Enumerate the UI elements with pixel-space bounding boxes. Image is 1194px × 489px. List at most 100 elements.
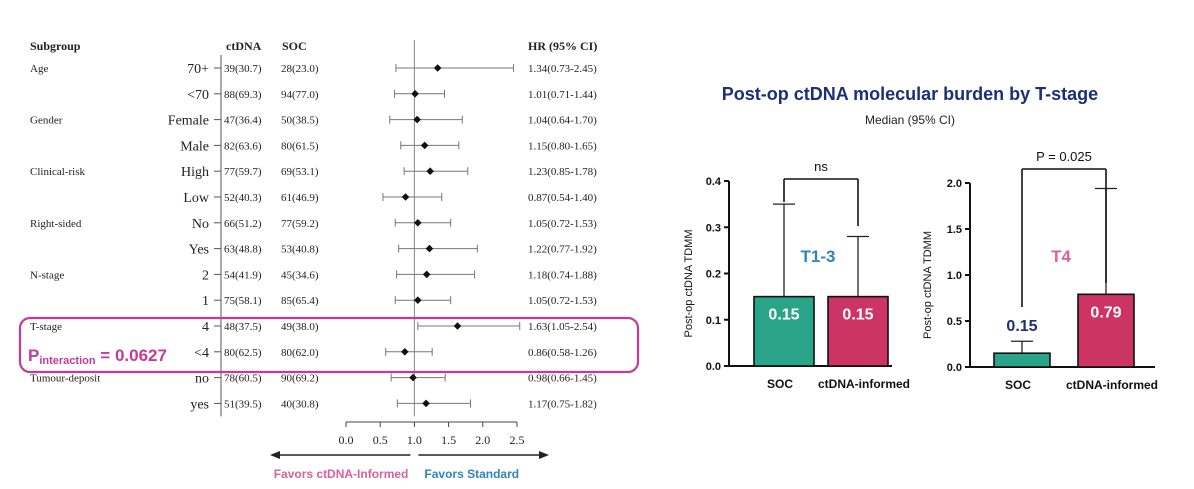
row-ctdna-value: 48(37.5) bbox=[224, 321, 262, 333]
forest-row: Age 70+ 39(30.7) 28(23.0) 1.34(0.73-2.45) bbox=[30, 62, 597, 77]
row-group-label: Age bbox=[30, 63, 48, 75]
y-tick-label: 0.2 bbox=[706, 269, 721, 281]
forest-row: Gender Female 47(36.4) 50(38.5) 1.04(0.64-1.… bbox=[30, 114, 597, 129]
hr-point bbox=[411, 90, 419, 98]
y-tick-label: 0.5 bbox=[947, 316, 962, 328]
forest-row: Right-sided No 66(51.2) 77(59.2) 1.05(0.72-1… bbox=[30, 217, 597, 232]
row-soc-value: 28(23.0) bbox=[281, 63, 319, 75]
row-level-label: Male bbox=[180, 139, 209, 154]
x-category-label: SOC bbox=[1005, 378, 1031, 392]
row-soc-value: 61(46.9) bbox=[281, 192, 319, 204]
bar-value-label: 0.15 bbox=[1006, 318, 1037, 335]
y-tick-label: 1.0 bbox=[947, 270, 962, 282]
y-tick-label: 1.5 bbox=[947, 224, 962, 236]
bar-value-label: 0.15 bbox=[842, 307, 873, 324]
x-tick-label: 2.5 bbox=[510, 433, 525, 447]
y-axis-label: Post-op ctDNA TDMM bbox=[683, 230, 695, 338]
p-subscript: interaction bbox=[39, 355, 96, 367]
forest-row: T-stage 4 48(37.5) 49(38.0) 1.63(1.05-2.54) bbox=[30, 320, 597, 335]
row-hr-text: 1.15(0.80-1.65) bbox=[528, 140, 597, 152]
row-soc-value: 49(38.0) bbox=[281, 321, 319, 333]
forest-row: 1 75(58.1) 85(65.4) 1.05(0.72-1.53) bbox=[202, 294, 597, 309]
header-ctdna: ctDNA bbox=[226, 39, 262, 53]
forest-row: N-stage 2 54(41.9) 45(34.6) 1.18(0.74-1.88) bbox=[30, 268, 597, 283]
y-axis-label: Post-op ctDNA TDMM bbox=[922, 231, 934, 339]
hr-point bbox=[426, 167, 434, 175]
y-tick-label: 0.3 bbox=[706, 222, 721, 234]
row-ctdna-value: 47(36.4) bbox=[224, 115, 262, 127]
bar-chart-t4: 0.0 0.5 1.0 1.5 2.0 Post-op ctDNA TDMM 0.15 SOC… bbox=[922, 149, 1158, 392]
bar bbox=[753, 295, 815, 367]
row-hr-text: 1.34(0.73-2.45) bbox=[528, 63, 597, 75]
panel-stage-title: T1-3 bbox=[801, 247, 836, 266]
forest-row: Male 82(63.6) 80(61.5) 1.15(0.80-1.65) bbox=[180, 139, 597, 154]
significance-label: P = 0.025 bbox=[1036, 149, 1092, 164]
hr-point bbox=[414, 219, 422, 227]
row-soc-value: 40(30.8) bbox=[281, 398, 319, 410]
header-hr: HR (95% CI) bbox=[528, 39, 597, 53]
forest-row: <70 88(69.3) 94(77.0) 1.01(0.71-1.44) bbox=[187, 88, 597, 103]
row-soc-value: 90(69.2) bbox=[281, 373, 319, 385]
x-category-label: SOC bbox=[767, 377, 793, 391]
row-level-label: <4 bbox=[194, 346, 209, 361]
row-hr-text: 1.23(0.85-1.78) bbox=[528, 166, 597, 178]
row-hr-text: 1.01(0.71-1.44) bbox=[528, 89, 597, 101]
interaction-p-value: Pinteraction = 0.0627 bbox=[28, 346, 167, 367]
row-hr-text: 1.05(0.72-1.53) bbox=[528, 295, 597, 307]
row-hr-text: 1.22(0.77-1.92) bbox=[528, 244, 597, 256]
row-soc-value: 80(61.5) bbox=[281, 140, 319, 152]
row-group-label: Right-sided bbox=[30, 218, 82, 230]
row-level-label: 1 bbox=[202, 294, 209, 309]
row-level-label: High bbox=[181, 165, 209, 180]
hr-point bbox=[420, 141, 429, 150]
row-group-label: Tumour-deposit bbox=[30, 373, 100, 385]
x-tick-label: 0.5 bbox=[373, 433, 388, 447]
forest-row: yes 51(39.5) 40(30.8) 1.17(0.75-1.82) bbox=[190, 397, 597, 412]
bar bbox=[827, 295, 889, 367]
row-soc-value: 50(38.5) bbox=[281, 115, 319, 127]
x-category-label: ctDNA-informed bbox=[1066, 378, 1158, 392]
y-tick-label: 0.4 bbox=[706, 176, 722, 188]
favors-right-arrowhead bbox=[539, 451, 549, 459]
hr-point bbox=[422, 270, 431, 279]
bar-value-label: 0.79 bbox=[1090, 304, 1121, 321]
row-ctdna-value: 54(41.9) bbox=[224, 269, 262, 281]
row-hr-text: 0.98(0.66-1.45) bbox=[528, 373, 597, 385]
row-level-label: Female bbox=[168, 114, 209, 129]
forest-row: <4 80(62.5) 80(62.0) 0.86(0.58-1.26) bbox=[194, 346, 597, 361]
hr-point bbox=[401, 193, 410, 201]
row-soc-value: 85(65.4) bbox=[281, 295, 319, 307]
panel-stage-title: T4 bbox=[1051, 247, 1071, 266]
hr-point bbox=[433, 64, 442, 72]
row-soc-value: 80(62.0) bbox=[281, 347, 319, 359]
row-level-label: 2 bbox=[202, 268, 209, 283]
row-ctdna-value: 88(69.3) bbox=[224, 89, 262, 101]
y-tick-label: 0.1 bbox=[706, 315, 721, 327]
row-ctdna-value: 82(63.6) bbox=[224, 140, 262, 152]
hr-point bbox=[401, 348, 409, 356]
row-soc-value: 94(77.0) bbox=[281, 89, 319, 101]
header-subgroup: Subgroup bbox=[30, 39, 81, 53]
bar-panel-title: Post-op ctDNA molecular burden by T-stag… bbox=[722, 84, 1098, 104]
favors-left-label: Favors ctDNA-Informed bbox=[274, 467, 409, 481]
row-ctdna-value: 39(30.7) bbox=[224, 63, 262, 75]
row-level-label: No bbox=[192, 217, 209, 232]
row-hr-text: 0.87(0.54-1.40) bbox=[528, 192, 597, 204]
row-ctdna-value: 77(59.7) bbox=[224, 166, 262, 178]
x-category-label: ctDNA-informed bbox=[818, 377, 910, 391]
hr-point bbox=[409, 373, 417, 382]
interaction-highlight-box bbox=[18, 316, 640, 374]
row-level-label: Yes bbox=[189, 243, 209, 258]
y-tick-label: 0.0 bbox=[947, 362, 962, 374]
forest-row: Low 52(40.3) 61(46.9) 0.87(0.54-1.40) bbox=[183, 191, 597, 206]
row-hr-text: 1.63(1.05-2.54) bbox=[528, 321, 597, 333]
x-tick-label: 0.0 bbox=[339, 433, 354, 447]
p-symbol: P bbox=[28, 346, 39, 365]
hr-point bbox=[425, 244, 434, 253]
row-level-label: 70+ bbox=[187, 62, 209, 77]
row-ctdna-value: 51(39.5) bbox=[224, 398, 262, 410]
row-group-label: N-stage bbox=[30, 269, 64, 281]
row-hr-text: 1.04(0.64-1.70) bbox=[528, 115, 597, 127]
row-hr-text: 1.17(0.75-1.82) bbox=[528, 398, 597, 410]
